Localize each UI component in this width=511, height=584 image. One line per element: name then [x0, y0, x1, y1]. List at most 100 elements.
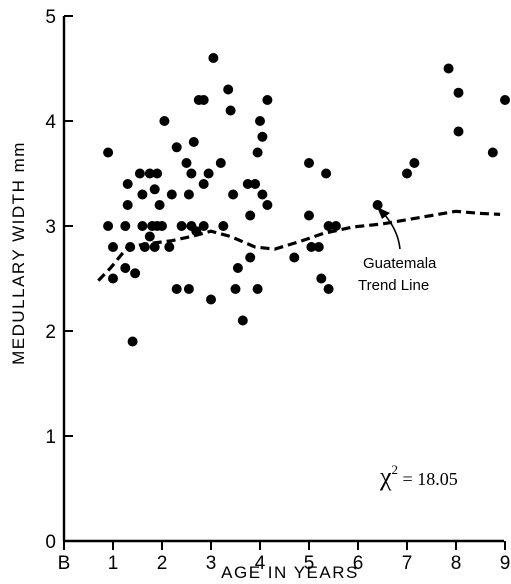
data-point	[108, 273, 118, 284]
data-point	[252, 284, 263, 294]
data-point	[306, 242, 317, 252]
data-point	[402, 168, 412, 179]
x-tick-label: 3	[206, 553, 217, 574]
data-point	[330, 221, 341, 231]
data-point	[245, 252, 256, 263]
data-point	[198, 179, 209, 189]
chi-square-stat: χ2 = 18.05	[379, 462, 458, 491]
data-point	[323, 221, 334, 231]
chi-symbol: χ	[379, 462, 392, 491]
data-points	[103, 53, 510, 347]
data-point	[159, 116, 170, 126]
x-tick-label: 6	[353, 553, 364, 574]
data-point	[191, 226, 202, 237]
annotation-arrowhead	[377, 207, 390, 219]
data-point	[250, 179, 261, 189]
data-point	[186, 168, 197, 179]
data-point	[188, 137, 199, 147]
data-point	[181, 158, 192, 168]
data-point	[130, 268, 141, 279]
x-tick-label: 1	[108, 553, 119, 574]
data-point	[154, 200, 165, 210]
x-tick-label: 9	[500, 553, 511, 574]
data-point	[120, 263, 131, 273]
data-point	[215, 158, 226, 168]
x-tick-label: 5	[304, 553, 315, 574]
axes	[62, 16, 504, 543]
x-tick-label: 7	[402, 553, 413, 574]
y-axis-title: MEDULLARY WIDTH mm	[9, 141, 28, 365]
x-tick-label: 2	[157, 553, 168, 574]
data-point	[157, 221, 167, 231]
data-point	[257, 131, 268, 142]
data-point	[164, 242, 175, 252]
data-point	[149, 184, 160, 195]
data-point	[313, 242, 324, 252]
trend-annotation-line1: Guatemala	[363, 255, 437, 272]
data-point	[257, 189, 268, 200]
data-point	[304, 158, 314, 168]
data-point	[228, 189, 239, 200]
data-point	[144, 168, 155, 179]
annotation-arrow	[383, 213, 401, 250]
data-point	[500, 95, 510, 105]
data-point	[262, 200, 273, 210]
x-ticks: B 1 2 3 4 5 6 7 8 9	[58, 541, 511, 574]
data-point	[316, 273, 327, 284]
data-point	[108, 242, 118, 252]
y-tick-label: 3	[45, 217, 56, 238]
data-point	[183, 189, 194, 200]
x-axis-title: AGE IN YEARS	[221, 563, 359, 582]
y-tick-label: 0	[45, 532, 56, 553]
data-point	[203, 168, 214, 179]
chi-superscript: 2	[392, 462, 399, 477]
data-point	[206, 294, 216, 305]
data-point	[139, 242, 150, 252]
data-point	[171, 142, 182, 153]
data-point	[453, 87, 464, 98]
data-point	[198, 221, 209, 231]
data-point	[171, 284, 182, 294]
data-point	[144, 231, 155, 242]
y-tick-label: 1	[45, 427, 56, 448]
data-point	[252, 147, 263, 158]
data-point	[262, 95, 273, 105]
data-point	[242, 179, 253, 189]
data-point	[443, 63, 454, 74]
data-point	[223, 84, 234, 95]
data-point	[134, 168, 145, 179]
y-tick-label: 2	[45, 322, 56, 343]
data-point	[198, 95, 209, 105]
chi-value: = 18.05	[398, 469, 458, 489]
x-tick-label: B	[58, 553, 71, 574]
data-point	[372, 200, 383, 210]
x-tick-label: 8	[451, 553, 462, 574]
data-point	[208, 53, 219, 63]
data-point	[255, 116, 265, 126]
data-point	[237, 315, 248, 326]
data-point	[225, 105, 236, 116]
y-ticks: 0 1 2 3 4 5	[45, 7, 73, 553]
data-point	[125, 242, 136, 252]
data-point	[122, 179, 133, 189]
data-point	[409, 158, 420, 168]
data-point	[176, 221, 187, 231]
data-point	[323, 284, 334, 294]
data-point	[218, 221, 229, 231]
trend-annotation-line2: Trend Line	[358, 277, 429, 294]
data-point	[122, 200, 133, 210]
data-point	[120, 221, 131, 231]
y-tick-label: 4	[45, 112, 56, 133]
x-tick-label: 4	[255, 553, 266, 574]
data-point	[137, 189, 148, 200]
data-point	[230, 284, 241, 294]
data-point	[487, 147, 498, 158]
data-point	[103, 221, 114, 231]
data-point	[137, 221, 148, 231]
data-point	[232, 263, 243, 273]
data-point	[304, 210, 314, 221]
data-point	[152, 168, 163, 179]
data-point	[149, 242, 160, 252]
data-point	[245, 210, 256, 221]
